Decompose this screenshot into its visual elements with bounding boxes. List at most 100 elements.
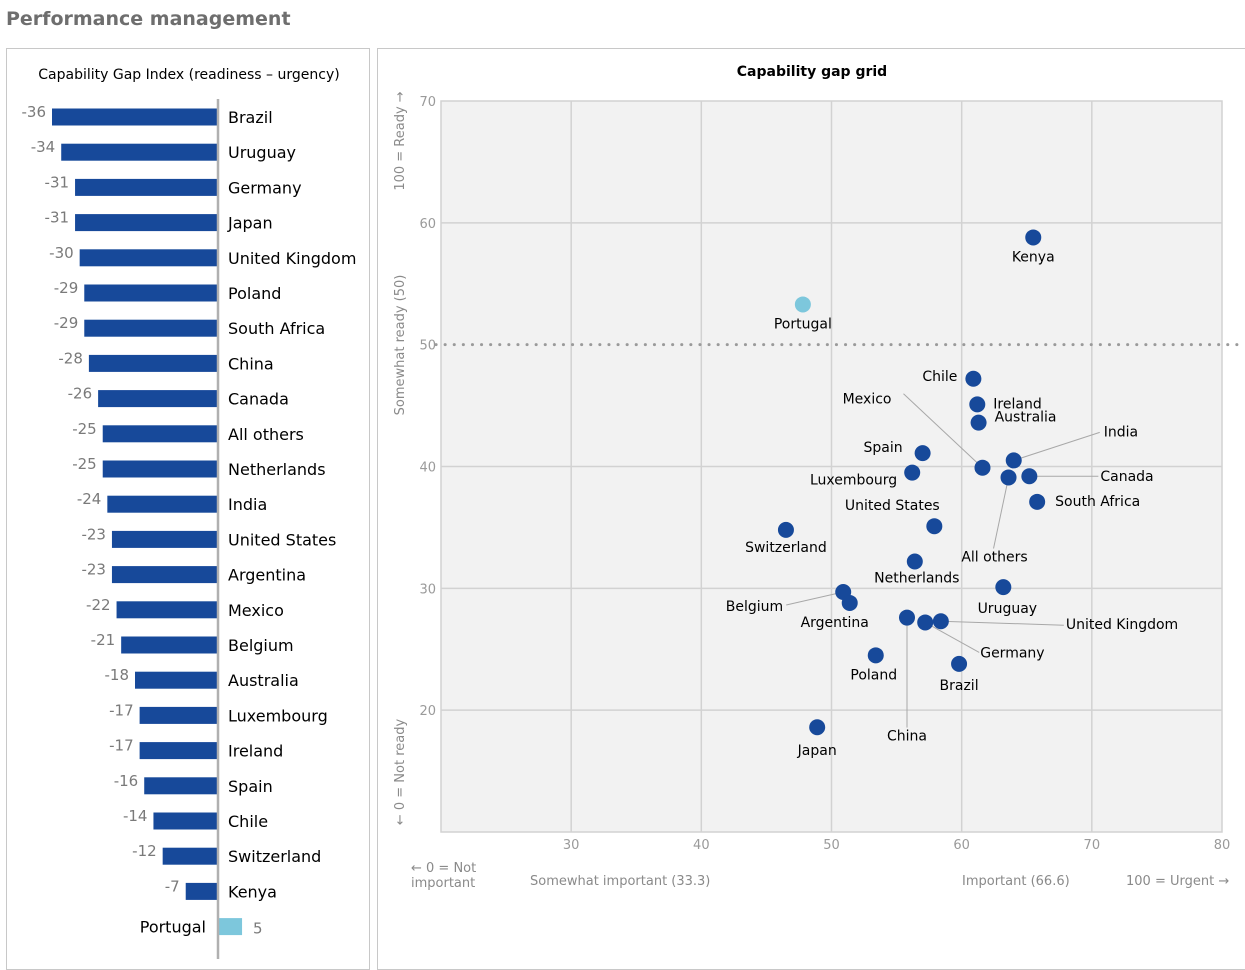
leader-line-belgium [786, 591, 844, 606]
y-tick-label: 40 [419, 461, 436, 476]
bar-chart: Capability Gap Index (readiness – urgenc… [22, 67, 356, 959]
scatter-chart: Capability gap grid 30 40 50 60 70 80 20 30 40 50… [393, 64, 1240, 891]
bar-china [88, 354, 218, 372]
bar-category-label: Uruguay [228, 143, 296, 162]
point-label-portugal: Portugal [774, 316, 832, 332]
bar-value-label: 5 [253, 920, 263, 938]
bar-value-label: -31 [45, 173, 70, 191]
bar-category-label: United Kingdom [228, 249, 356, 268]
bar-united-kingdom [79, 249, 219, 267]
bar-category-label: China [228, 354, 274, 373]
point-label-ireland: Ireland [993, 396, 1041, 412]
bar-value-label: -23 [81, 525, 106, 543]
point-netherlands [906, 553, 923, 570]
bar-united-states [111, 530, 218, 548]
bar-value-label: -25 [72, 455, 97, 473]
point-united-states [926, 518, 943, 535]
x-tick-label: 50 [823, 838, 840, 853]
bar-category-label: United States [228, 530, 336, 549]
bar-value-label: -16 [114, 772, 139, 790]
point-label-united-states: United States [845, 498, 940, 514]
bar-category-label: Ireland [228, 742, 283, 761]
point-australia [970, 414, 987, 431]
point-label-argentina: Argentina [801, 615, 869, 631]
bar-germany [75, 178, 218, 196]
bar-value-label: -30 [49, 244, 74, 262]
point-poland [867, 647, 884, 664]
bar-category-label: Japan [227, 214, 273, 233]
point-germany [917, 614, 934, 631]
point-label-all-others: All others [961, 549, 1027, 565]
point-label-canada: Canada [1100, 469, 1153, 485]
point-label-india: India [1104, 424, 1138, 440]
bar-value-label: -34 [31, 138, 56, 156]
y-tick-label: 50 [419, 339, 436, 354]
bar-all-others [102, 425, 218, 443]
bar-value-label: -17 [109, 737, 134, 755]
point-brazil [951, 655, 968, 672]
bar-value-label: -31 [45, 209, 70, 227]
bar-kenya [185, 882, 218, 900]
bar-value-label: -23 [81, 561, 106, 579]
bar-category-label: Mexico [228, 601, 284, 620]
x-tick-label: 60 [953, 838, 970, 853]
point-uruguay [995, 579, 1012, 596]
bar-category-label: Portugal [140, 918, 206, 937]
bar-category-label: Australia [228, 671, 299, 690]
bar-category-label: Netherlands [228, 460, 326, 479]
point-label-australia: Australia [995, 410, 1057, 426]
bar-value-label: -29 [54, 314, 79, 332]
point-label-uruguay: Uruguay [978, 601, 1038, 617]
point-south-africa [1029, 493, 1046, 510]
bar-value-label: -14 [123, 807, 148, 825]
bar-category-label: Germany [228, 178, 302, 197]
bar-switzerland [162, 847, 218, 865]
leader-line-india [1013, 431, 1100, 461]
point-india [1005, 452, 1022, 469]
bar-australia [135, 671, 218, 689]
point-luxembourg [904, 464, 921, 481]
point-label-luxembourg: Luxembourg [810, 473, 897, 489]
x-axis-label-important: Important (66.6) [962, 874, 1070, 889]
bar-value-label: -7 [165, 877, 180, 895]
bar-uruguay [61, 143, 218, 161]
y-axis-label-somewhat-ready: Somewhat ready (50) [393, 275, 408, 416]
point-china [898, 609, 915, 626]
bar-luxembourg [139, 706, 218, 724]
bar-category-label: India [228, 495, 267, 514]
bar-value-label: -22 [86, 596, 111, 614]
bar-value-label: -12 [132, 842, 157, 860]
point-spain [914, 445, 931, 462]
y-tick-label: 30 [419, 582, 436, 597]
bar-category-label: South Africa [228, 319, 325, 338]
bar-category-label: All others [228, 425, 304, 444]
bar-chile [153, 812, 218, 830]
point-mexico [974, 459, 991, 476]
x-tick-label: 80 [1214, 838, 1231, 853]
point-label-japan: Japan [797, 743, 837, 759]
bar-portugal [219, 918, 243, 936]
point-japan [809, 719, 826, 736]
point-canada [1021, 468, 1038, 485]
x-tick-label: 30 [563, 838, 580, 853]
y-axis-label-ready: 100 = Ready → [393, 91, 408, 190]
bar-value-label: -36 [22, 103, 47, 121]
bar-value-label: -18 [105, 666, 130, 684]
point-united-kingdom [932, 613, 949, 630]
bar-category-label: Belgium [228, 636, 294, 655]
bar-brazil [52, 108, 218, 126]
point-portugal [794, 296, 811, 313]
page-title: Performance management [6, 8, 291, 30]
bar-value-label: -24 [77, 490, 102, 508]
bar-value-label: -21 [91, 631, 116, 649]
x-tick-label: 70 [1084, 838, 1101, 853]
leader-line-united-kingdom [940, 620, 1064, 626]
y-tick-label: 70 [419, 95, 436, 110]
bar-value-label: -26 [68, 385, 93, 403]
point-label-spain: Spain [863, 440, 902, 456]
bar-category-label: Chile [228, 812, 268, 831]
y-axis-label-not-ready: ← 0 = Not ready [393, 719, 408, 826]
scatter-chart-title: Capability gap grid [737, 64, 887, 80]
bar-ireland [139, 742, 218, 760]
bar-category-label: Poland [228, 284, 281, 303]
